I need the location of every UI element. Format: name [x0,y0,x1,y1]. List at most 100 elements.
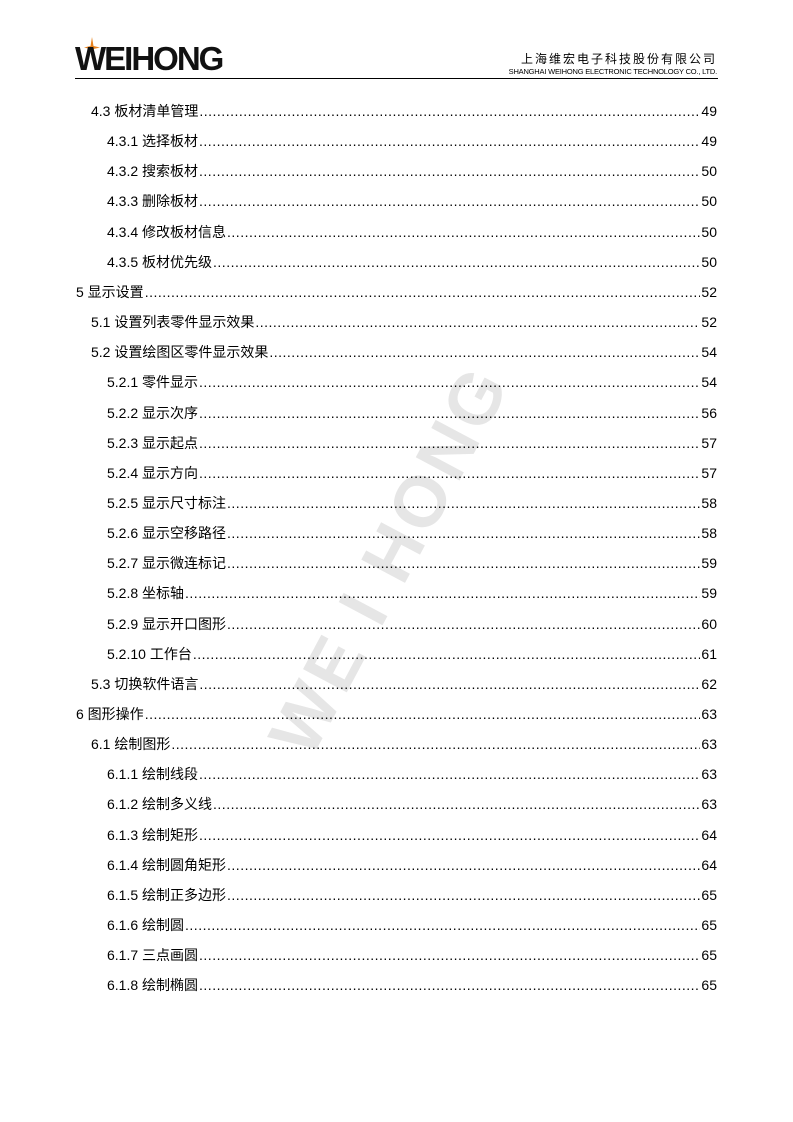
toc-leader [213,796,700,812]
toc-leader [193,646,701,662]
toc-page: 65 [701,917,717,934]
toc-title: 6 图形操作 [76,706,144,722]
toc-entry[interactable]: 6.1.2 绘制多义线 63 [107,794,717,814]
toc-page: 58 [701,494,717,511]
toc-leader [199,435,700,451]
toc-leader [199,133,700,149]
toc-title: 4.3.5 板材优先级 [107,253,213,270]
header-divider [75,78,718,79]
toc-page: 62 [701,675,717,692]
toc-page: 52 [701,314,717,331]
toc-leader [199,193,700,209]
toc-entry[interactable]: 5 显示设置 52 [76,282,717,302]
toc-title: 5.2.7 显示微连标记 [107,555,227,572]
toc-title: 5.2.4 显示方向 [107,464,199,481]
toc-leader [199,947,700,963]
toc-leader [145,706,701,722]
toc-leader [199,766,700,782]
toc-title: 6.1.4 绘制圆角矩形 [107,856,227,873]
toc-page: 56 [701,404,717,421]
toc-entry[interactable]: 6.1.4 绘制圆角矩形 64 [107,855,717,875]
toc-leader [255,314,700,330]
toc-title: 5.2.5 显示尺寸标注 [107,494,227,511]
toc-entry[interactable]: 4.3.1 选择板材 49 [107,131,717,151]
toc-entry[interactable]: 6.1 绘制图形 63 [91,734,717,754]
toc-page: 61 [701,645,717,662]
toc-entry[interactable]: 6.1.1 绘制线段 63 [107,764,717,784]
toc-page: 50 [701,223,717,240]
toc-entry[interactable]: 5.2.2 显示次序 56 [107,403,717,423]
star-icon [84,37,100,59]
toc-entry[interactable]: 6.1.7 三点画圆 65 [107,945,717,965]
toc-leader [199,405,700,421]
toc-entry[interactable]: 5.3 切换软件语言 62 [91,674,717,694]
toc-title: 6.1.6 绘制圆 [107,917,185,934]
toc-entry[interactable]: 5.2.7 显示微连标记 59 [107,553,717,573]
toc-title: 6.1.2 绘制多义线 [107,796,213,813]
toc-page: 54 [701,374,717,391]
company-name-cn: 上海维宏电子科技股份有限公司 [520,52,717,66]
toc-title: 5.2.8 坐标轴 [107,585,185,602]
toc-page: 54 [701,344,717,361]
toc-page: 49 [701,103,717,119]
toc-entry[interactable]: 5.2 设置绘图区零件显示效果 54 [91,342,717,362]
toc-entry[interactable]: 5.2.1 零件显示 54 [107,372,717,392]
toc-leader [227,224,700,240]
toc-leader [227,616,700,632]
toc-page: 64 [701,826,717,843]
toc-leader [199,676,700,692]
company-logo: WEIHONG [75,40,224,77]
toc-leader [199,103,700,119]
toc-page: 49 [701,133,717,150]
company-name-en: SHANGHAI WEIHONG ELECTRONIC TECHNOLOGY C… [508,67,718,76]
toc-title: 4.3.4 修改板材信息 [107,223,227,240]
toc-page: 63 [701,706,717,722]
toc-page: 50 [701,163,717,180]
toc-entry[interactable]: 6 图形操作 63 [76,704,717,724]
toc-title: 5.2 设置绘图区零件显示效果 [91,344,269,361]
toc-title: 6.1 绘制图形 [91,736,171,753]
toc-leader [199,163,700,179]
toc-entry[interactable]: 5.2.10 工作台 61 [107,644,717,664]
toc-page: 57 [701,464,717,481]
toc-page: 65 [701,947,717,964]
toc-entry[interactable]: 6.1.5 绘制正多边形 65 [107,885,717,905]
toc-page: 57 [701,434,717,451]
toc-title: 5.2.9 显示开口图形 [107,615,227,632]
toc-title: 5.1 设置列表零件显示效果 [91,314,255,331]
toc-leader [171,736,700,752]
toc-title: 5.3 切换软件语言 [91,675,199,692]
toc-title: 6.1.3 绘制矩形 [107,826,199,843]
toc-entry[interactable]: 4.3.2 搜索板材 50 [107,161,717,181]
toc-leader [227,555,700,571]
toc-title: 6.1.1 绘制线段 [107,766,199,783]
toc-entry[interactable]: 5.2.4 显示方向 57 [107,463,717,483]
toc-leader [185,585,700,601]
toc-title: 5.2.6 显示空移路径 [107,525,227,542]
toc-leader [199,465,700,481]
toc-title: 5.2.3 显示起点 [107,434,199,451]
toc-entry[interactable]: 4.3.4 修改板材信息 50 [107,222,717,242]
toc-entry[interactable]: 4.3 板材清单管理 49 [91,101,717,121]
toc-title: 4.3.2 搜索板材 [107,163,199,180]
toc-title: 4.3 板材清单管理 [91,103,199,119]
toc-entry[interactable]: 4.3.5 板材优先级 50 [107,252,717,272]
toc-entry[interactable]: 5.2.9 显示开口图形 60 [107,614,717,634]
toc-entry[interactable]: 5.2.8 坐标轴 59 [107,583,717,603]
toc-leader [185,917,700,933]
toc-entry[interactable]: 5.2.5 显示尺寸标注 58 [107,493,717,513]
toc-page: 63 [701,736,717,753]
toc-leader [199,374,700,390]
toc-page: 52 [701,283,717,300]
toc-entry[interactable]: 4.3.3 删除板材 50 [107,191,717,211]
toc-leader [227,495,700,511]
toc-page: 58 [701,525,717,542]
toc-entry[interactable]: 5.2.3 显示起点 57 [107,433,717,453]
toc-entry[interactable]: 6.1.6 绘制圆 65 [107,915,717,935]
toc-entry[interactable]: 6.1.8 绘制椭圆 65 [107,975,717,995]
toc-entry[interactable]: 5.2.6 显示空移路径 58 [107,523,717,543]
toc-entry[interactable]: 5.1 设置列表零件显示效果 52 [91,312,717,332]
toc-page: 63 [701,766,717,783]
toc-leader [227,887,700,903]
toc-entry[interactable]: 6.1.3 绘制矩形 64 [107,825,717,845]
